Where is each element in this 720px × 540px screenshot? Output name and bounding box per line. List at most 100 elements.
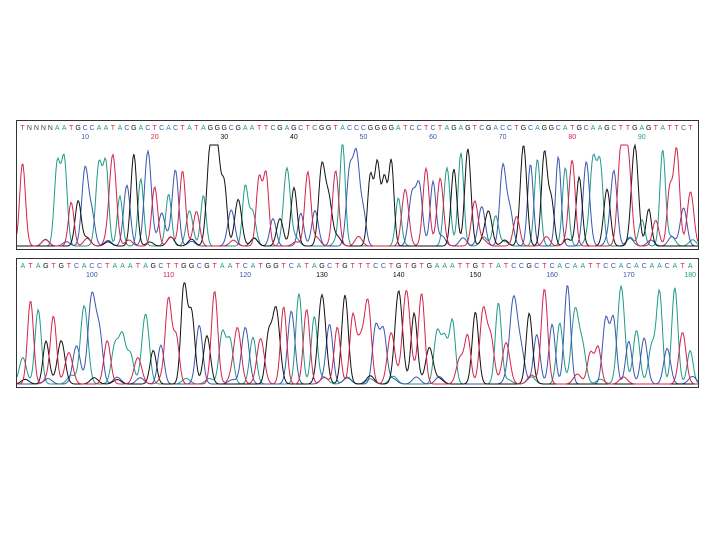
base-call-letter: T [69, 125, 74, 132]
base-call-letter: G [291, 125, 296, 132]
base-call-letter: G [75, 125, 80, 132]
base-call-letter: A [396, 125, 401, 132]
base-call-letter: C [229, 125, 234, 132]
position-label: 40 [290, 134, 298, 141]
base-call-letter: C [519, 263, 524, 270]
base-call-letter: C [289, 263, 294, 270]
base-call-letter: C [158, 263, 163, 270]
base-call-letter: A [435, 263, 440, 270]
base-call-letter: C [556, 125, 561, 132]
base-call-letter: A [118, 125, 123, 132]
base-call-letter: C [89, 263, 94, 270]
trace-a [17, 284, 698, 385]
base-call-letter: C [83, 125, 88, 132]
base-call-letter: T [67, 263, 72, 270]
base-call-letter: T [466, 263, 471, 270]
base-call-letter: A [113, 263, 118, 270]
base-call-letter: C [381, 263, 386, 270]
base-call-letter: A [201, 125, 206, 132]
base-call-letter: T [420, 263, 425, 270]
base-call-letter: T [688, 125, 693, 132]
base-call-letter: T [358, 263, 363, 270]
position-label: 80 [568, 134, 576, 141]
base-call-letter: A [535, 125, 540, 132]
base-call-letter: A [591, 125, 596, 132]
base-call-letter: T [588, 263, 593, 270]
base-call-letter: G [319, 125, 324, 132]
base-call-letter: A [672, 263, 677, 270]
base-call-letter: T [654, 125, 659, 132]
base-call-letter: C [550, 263, 555, 270]
base-call-letter: G [396, 263, 401, 270]
base-call-letter: C [603, 263, 608, 270]
position-label: 50 [360, 134, 368, 141]
base-call-letter: T [105, 263, 110, 270]
position-label: 90 [638, 134, 646, 141]
position-label: 130 [316, 272, 328, 279]
base-call-letter: A [573, 263, 578, 270]
base-call-letter: A [312, 263, 317, 270]
base-call-letter: A [285, 125, 290, 132]
base-call-letter: G [208, 125, 213, 132]
base-call-letter: C [373, 263, 378, 270]
base-call-letter: T [489, 263, 494, 270]
base-call-letter: G [131, 125, 136, 132]
base-call-letter: A [493, 125, 498, 132]
base-call-letter: A [340, 125, 345, 132]
base-call-letter: G [465, 125, 470, 132]
base-call-letter: C [173, 125, 178, 132]
trace-t [17, 144, 698, 247]
base-call-letter: G [273, 263, 278, 270]
base-call-letter: A [557, 263, 562, 270]
base-call-letter: C [74, 263, 79, 270]
base-call-letter: G [526, 263, 531, 270]
base-call-letter: A [36, 263, 41, 270]
trace-t [17, 288, 698, 385]
base-call-letter: G [389, 125, 394, 132]
base-call-letter: C [565, 263, 570, 270]
base-call-letter: C [431, 125, 436, 132]
base-call-letter: A [563, 125, 568, 132]
base-call-letter: T [174, 263, 179, 270]
base-call-letter: C [611, 263, 616, 270]
base-call-letter: G [632, 125, 637, 132]
base-call-letter: T [180, 125, 185, 132]
base-call-letter: T [680, 263, 685, 270]
base-call-letter: C [354, 125, 359, 132]
base-call-letter: A [120, 263, 125, 270]
base-call-letter: A [649, 263, 654, 270]
base-call-letter: C [97, 263, 102, 270]
base-call-letter: C [534, 263, 539, 270]
base-call-letter: T [111, 125, 116, 132]
base-call-letter: A [445, 125, 450, 132]
base-call-letter: C [243, 263, 248, 270]
base-call-letter: T [366, 263, 371, 270]
base-call-letter: T [153, 125, 158, 132]
base-call-letter: C [298, 125, 303, 132]
base-call-letter: A [688, 263, 693, 270]
base-call-letter: C [124, 125, 129, 132]
base-call-letter: A [138, 125, 143, 132]
base-call-letter: T [438, 125, 443, 132]
base-call-letter: A [228, 263, 233, 270]
base-call-letter: T [351, 263, 356, 270]
base-call-letter: C [528, 125, 533, 132]
position-label: 170 [623, 272, 635, 279]
base-call-letter: T [626, 125, 631, 132]
base-call-letter: T [481, 263, 486, 270]
base-call-letter: A [657, 263, 662, 270]
base-call-letter: C [417, 125, 422, 132]
base-call-letter: G [222, 125, 227, 132]
base-call-letter: T [306, 125, 311, 132]
base-call-letter: C [410, 125, 415, 132]
base-call-letter: T [235, 263, 240, 270]
base-call-letter: T [166, 263, 171, 270]
position-label: 10 [81, 134, 89, 141]
base-call-letter: G [473, 263, 478, 270]
base-call-letter: A [639, 125, 644, 132]
position-label: 100 [86, 272, 98, 279]
base-call-letter: A [166, 125, 171, 132]
base-call-letter: C [681, 125, 686, 132]
